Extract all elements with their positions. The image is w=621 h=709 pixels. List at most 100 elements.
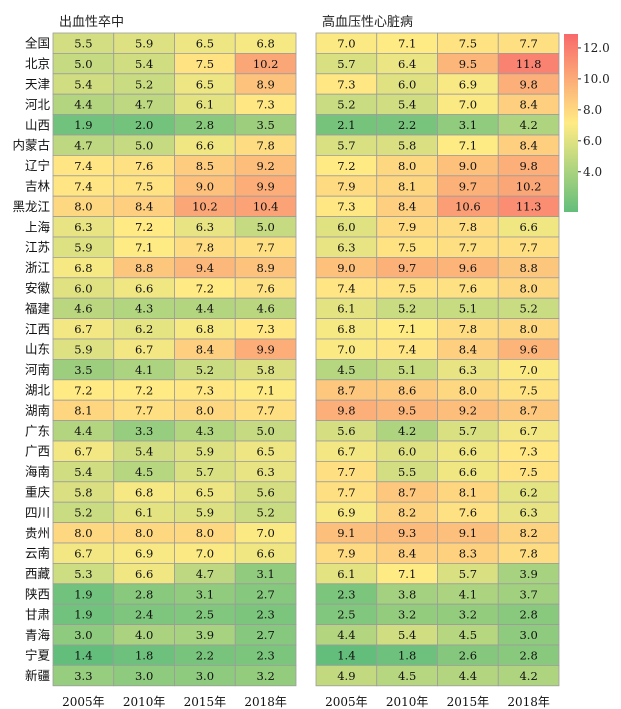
row-label: 新疆	[25, 668, 50, 683]
row-label: 天津	[25, 77, 50, 92]
cell-value-label: 2.7	[256, 587, 274, 601]
cell-value-label: 6.8	[196, 322, 214, 336]
column-label: 2018年	[244, 695, 287, 709]
cell-value-label: 9.2	[256, 159, 274, 173]
cell-value-label: 9.3	[398, 526, 416, 540]
cell-value-label: 8.0	[196, 526, 214, 540]
colorbar-tick-label: 6.0	[583, 134, 602, 148]
row-label: 全国	[25, 36, 50, 51]
colorbar: 4.0 6.0 8.0 10.0 12.0	[564, 34, 610, 212]
cell-value-label: 7.5	[459, 37, 477, 51]
cell-value-label: 3.1	[459, 118, 477, 132]
row-label: 湖北	[25, 383, 51, 398]
cell-value-label: 7.3	[256, 98, 274, 112]
cell-value-label: 7.8	[459, 220, 477, 234]
cell-value-label: 7.7	[519, 37, 537, 51]
cell-value-label: 5.7	[196, 465, 214, 479]
cell-value-label: 6.3	[196, 220, 214, 234]
cell-value-label: 6.6	[135, 567, 153, 581]
cell-value-label: 7.8	[196, 241, 214, 255]
cell-value-label: 5.8	[256, 363, 274, 377]
row-label: 广东	[25, 423, 50, 438]
cell-value-label: 7.2	[337, 159, 355, 173]
row-label: 甘肃	[25, 607, 50, 622]
row-label: 海南	[25, 464, 50, 479]
cell-value-label: 6.9	[337, 506, 355, 520]
cell-value-label: 8.1	[74, 404, 92, 418]
cell-value-label: 7.6	[459, 506, 477, 520]
cell-value-label: 2.3	[256, 649, 274, 663]
cell-value-label: 6.1	[337, 567, 355, 581]
row-label: 河南	[25, 362, 50, 377]
cell-value-label: 10.2	[253, 57, 279, 71]
cell-value-label: 4.4	[74, 98, 92, 112]
cell-value-label: 3.2	[459, 608, 477, 622]
cell-value-label: 5.9	[196, 445, 214, 459]
colorbar-tick-label: 4.0	[583, 165, 602, 179]
cell-value-label: 6.4	[398, 57, 416, 71]
cell-value-label: 6.3	[519, 506, 537, 520]
cell-value-label: 5.6	[337, 424, 355, 438]
cell-value-label: 9.6	[459, 261, 477, 275]
cell-value-label: 6.8	[74, 261, 92, 275]
cell-value-label: 6.6	[196, 139, 214, 153]
row-label: 重庆	[25, 485, 51, 500]
row-label: 广西	[25, 444, 50, 459]
cell-value-label: 7.7	[256, 404, 274, 418]
cell-value-label: 5.2	[74, 506, 92, 520]
cell-value-label: 2.3	[337, 587, 355, 601]
cell-value-label: 6.5	[196, 37, 214, 51]
cell-value-label: 8.2	[398, 506, 416, 520]
cell-value-label: 6.0	[337, 220, 355, 234]
column-label: 2005年	[325, 695, 368, 709]
cell-value-label: 8.9	[256, 77, 274, 91]
cell-value-label: 3.1	[196, 587, 214, 601]
cell-value-label: 8.0	[135, 526, 153, 540]
cell-value-label: 5.4	[398, 98, 416, 112]
cell-value-label: 1.4	[74, 649, 92, 663]
cell-value-label: 9.9	[256, 343, 274, 357]
cell-value-label: 6.5	[196, 77, 214, 91]
cell-value-label: 7.8	[459, 322, 477, 336]
cell-value-label: 7.9	[337, 179, 355, 193]
cell-value-label: 7.5	[519, 383, 537, 397]
cell-value-label: 2.4	[135, 608, 153, 622]
panel-title-hypertensive-heart-disease: 高血压性心脏病	[322, 14, 413, 30]
panel-titles: 出血性卒中 高血压性心脏病	[59, 14, 413, 30]
cell-value-label: 9.7	[398, 261, 416, 275]
row-label: 山西	[25, 117, 50, 132]
cell-value-label: 2.8	[135, 587, 153, 601]
cell-value-label: 11.8	[516, 57, 542, 71]
cell-value-label: 4.4	[459, 669, 477, 683]
cell-value-label: 8.9	[256, 261, 274, 275]
cell-value-label: 7.0	[519, 363, 537, 377]
cell-value-label: 7.4	[74, 159, 92, 173]
cell-value-label: 7.2	[196, 281, 214, 295]
cell-value-label: 7.3	[337, 200, 355, 214]
cell-value-label: 7.0	[196, 547, 214, 561]
cell-value-label: 8.7	[519, 404, 537, 418]
colorbar-tick-label: 10.0	[583, 72, 610, 86]
cell-value-label: 8.4	[398, 200, 416, 214]
cell-value-label: 8.5	[196, 159, 214, 173]
column-labels: 2005年 2010年 2015年 2018年 2005年 2010年 2015年 2018年	[62, 695, 550, 709]
row-label: 安徽	[25, 281, 51, 296]
cell-value-label: 8.0	[74, 200, 92, 214]
cell-value-label: 5.0	[74, 57, 92, 71]
cell-value-label: 2.1	[337, 118, 355, 132]
panel-title-stroke: 出血性卒中	[59, 15, 124, 30]
cell-value-label: 4.7	[196, 567, 214, 581]
cell-value-label: 7.7	[256, 241, 274, 255]
cell-value-label: 7.4	[398, 343, 416, 357]
cell-value-label: 7.9	[398, 220, 416, 234]
cell-value-label: 9.8	[337, 404, 355, 418]
cell-value-label: 7.2	[135, 383, 153, 397]
cell-value-label: 2.5	[196, 608, 214, 622]
cell-value-label: 7.6	[135, 159, 153, 173]
cell-value-label: 3.0	[196, 669, 214, 683]
cell-value-label: 6.7	[337, 445, 355, 459]
row-label: 四川	[25, 505, 50, 520]
cell-value-label: 3.3	[74, 669, 92, 683]
row-label: 青海	[25, 627, 51, 642]
